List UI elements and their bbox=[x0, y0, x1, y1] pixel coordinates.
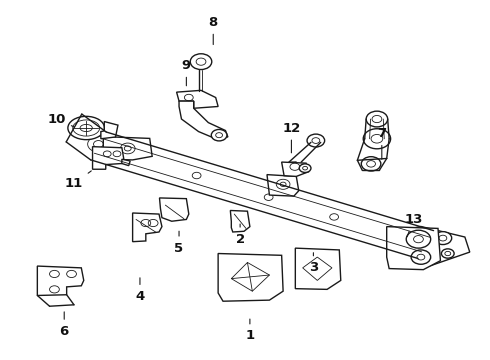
Text: 5: 5 bbox=[174, 231, 184, 255]
Polygon shape bbox=[101, 122, 118, 139]
Text: 7: 7 bbox=[377, 127, 387, 159]
Polygon shape bbox=[93, 147, 124, 169]
Text: 2: 2 bbox=[236, 224, 245, 246]
Polygon shape bbox=[179, 101, 228, 139]
Polygon shape bbox=[406, 226, 470, 266]
Circle shape bbox=[434, 231, 452, 244]
Polygon shape bbox=[103, 136, 152, 160]
Polygon shape bbox=[176, 90, 218, 108]
Polygon shape bbox=[282, 162, 309, 176]
Circle shape bbox=[363, 129, 391, 149]
Text: 4: 4 bbox=[135, 278, 145, 303]
Text: 9: 9 bbox=[182, 59, 191, 86]
Circle shape bbox=[307, 134, 325, 147]
Ellipse shape bbox=[68, 116, 104, 140]
Circle shape bbox=[299, 164, 311, 172]
Ellipse shape bbox=[80, 125, 92, 132]
Circle shape bbox=[406, 230, 431, 248]
Polygon shape bbox=[387, 226, 441, 270]
Text: 6: 6 bbox=[60, 312, 69, 338]
Text: 10: 10 bbox=[48, 113, 74, 127]
Text: 3: 3 bbox=[309, 253, 318, 274]
Text: 12: 12 bbox=[282, 122, 300, 153]
Text: 1: 1 bbox=[245, 319, 254, 342]
Text: 13: 13 bbox=[404, 213, 423, 237]
Polygon shape bbox=[218, 253, 283, 301]
Polygon shape bbox=[295, 248, 341, 289]
Polygon shape bbox=[159, 198, 189, 221]
Text: 11: 11 bbox=[65, 171, 91, 190]
Circle shape bbox=[211, 130, 227, 141]
Ellipse shape bbox=[73, 120, 99, 136]
Polygon shape bbox=[267, 175, 299, 196]
Polygon shape bbox=[122, 159, 130, 166]
Circle shape bbox=[190, 54, 212, 69]
Text: 8: 8 bbox=[209, 16, 218, 45]
Polygon shape bbox=[37, 266, 84, 296]
Circle shape bbox=[361, 157, 381, 171]
Polygon shape bbox=[133, 213, 162, 242]
Circle shape bbox=[441, 249, 454, 258]
Polygon shape bbox=[230, 211, 250, 232]
Circle shape bbox=[411, 250, 431, 264]
Circle shape bbox=[366, 111, 388, 127]
